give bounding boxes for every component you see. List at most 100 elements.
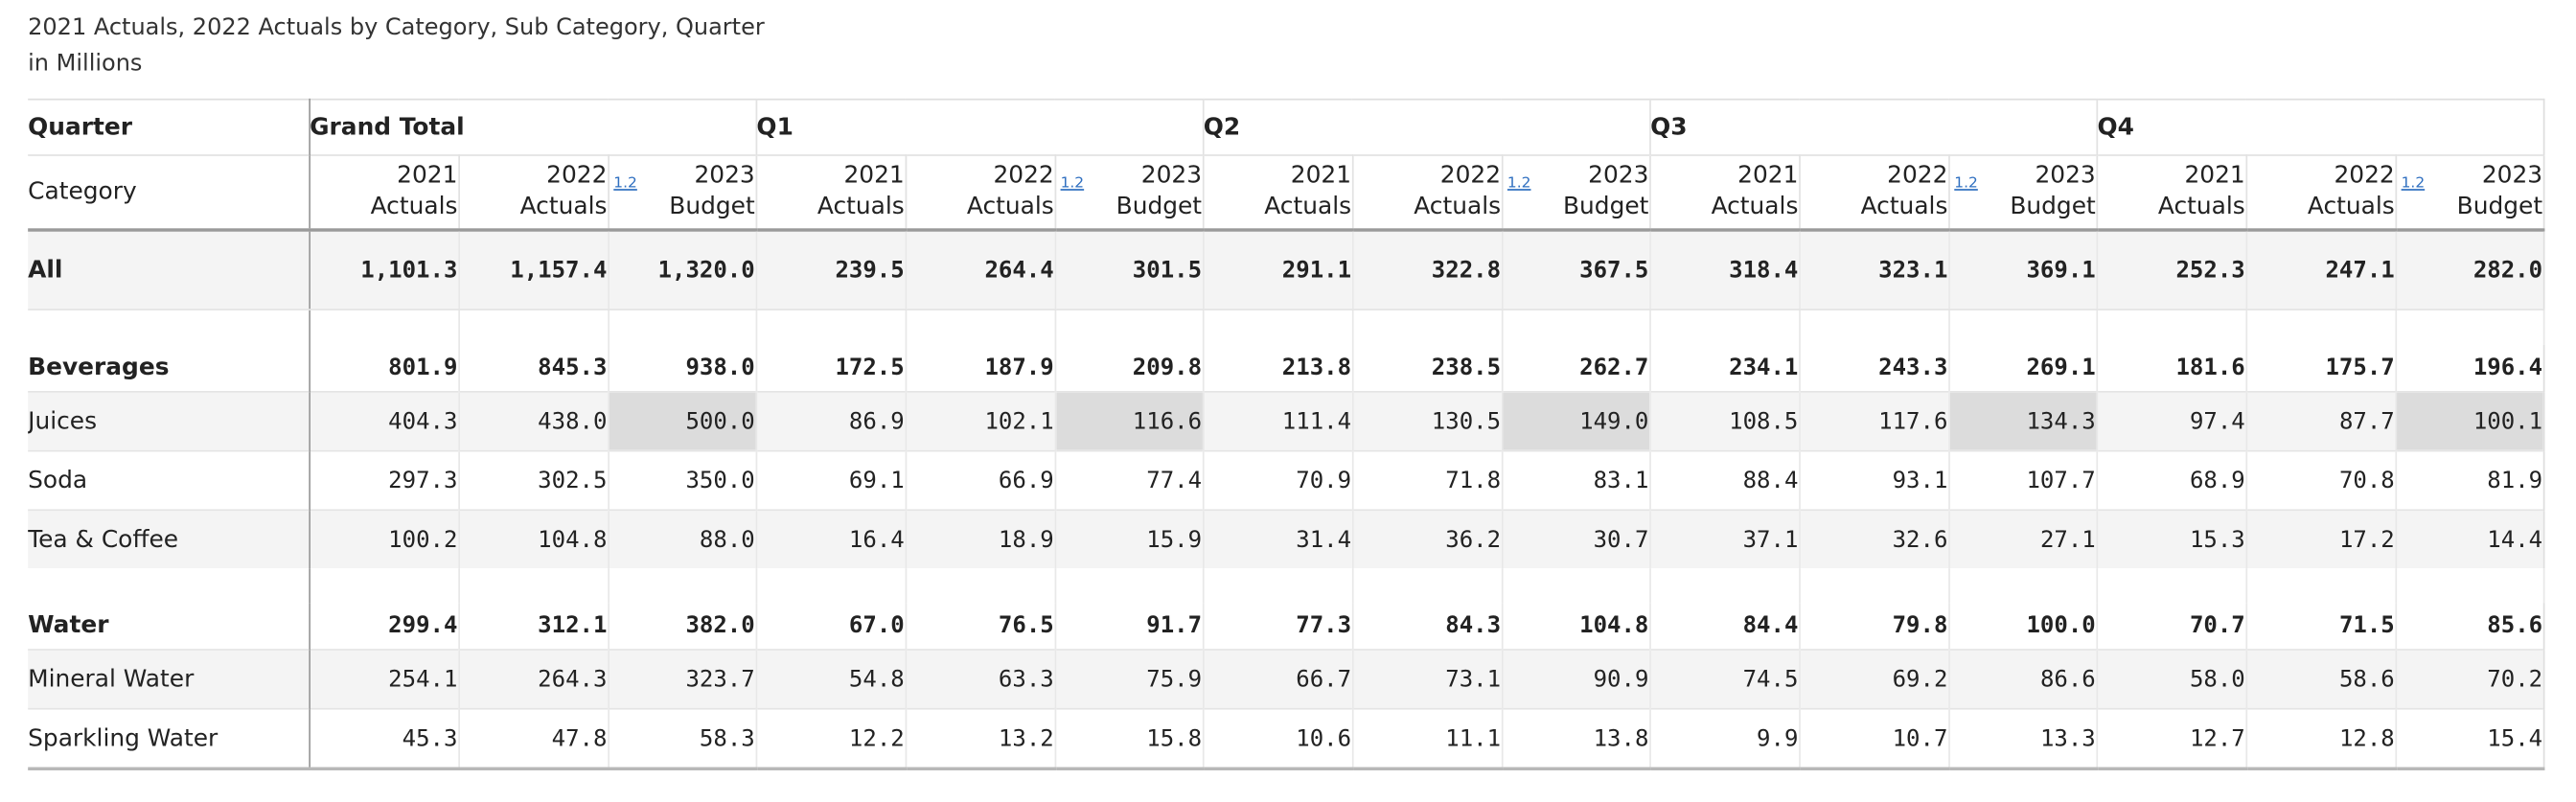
value-cell[interactable]: 66.7 bbox=[1202, 649, 1353, 709]
value-cell[interactable]: 301.5 bbox=[1054, 230, 1204, 310]
column-group-q4[interactable]: Q4 bbox=[2096, 98, 2544, 156]
value-cell[interactable]: 15.3 bbox=[2096, 509, 2247, 569]
value-cell[interactable]: 350.0 bbox=[608, 449, 757, 511]
value-cell[interactable]: 302.5 bbox=[458, 449, 610, 511]
value-cell[interactable]: 243.3 bbox=[1799, 345, 1950, 392]
value-cell[interactable]: 134.3 bbox=[1948, 391, 2098, 451]
row-label[interactable]: Soda bbox=[28, 449, 310, 511]
measure-header[interactable]: 2022 Actuals bbox=[2245, 154, 2397, 232]
version-link[interactable]: 1.2 bbox=[1060, 175, 1085, 193]
value-cell[interactable]: 299.4 bbox=[309, 603, 460, 651]
value-cell[interactable]: 181.6 bbox=[2096, 345, 2247, 392]
value-cell[interactable]: 323.7 bbox=[608, 649, 757, 709]
value-cell[interactable]: 70.2 bbox=[2395, 649, 2544, 709]
value-cell[interactable]: 367.5 bbox=[1501, 230, 1651, 310]
value-cell[interactable]: 54.8 bbox=[755, 649, 907, 709]
value-cell[interactable]: 16.4 bbox=[755, 509, 907, 569]
value-cell[interactable]: 845.3 bbox=[458, 345, 610, 392]
value-cell[interactable]: 79.8 bbox=[1799, 603, 1950, 651]
measure-header[interactable]: 2022 Actuals bbox=[905, 154, 1056, 232]
value-cell[interactable]: 66.9 bbox=[905, 449, 1056, 511]
value-cell[interactable]: 83.1 bbox=[1501, 449, 1651, 511]
version-link[interactable]: 1.2 bbox=[2401, 175, 2426, 193]
value-cell[interactable]: 12.7 bbox=[2096, 707, 2247, 770]
value-cell[interactable]: 438.0 bbox=[458, 391, 610, 451]
value-cell[interactable]: 27.1 bbox=[1948, 509, 2098, 569]
version-link[interactable]: 1.2 bbox=[1506, 175, 1531, 193]
value-cell[interactable]: 84.3 bbox=[1351, 603, 1503, 651]
value-cell[interactable]: 318.4 bbox=[1649, 230, 1801, 310]
value-cell[interactable]: 84.4 bbox=[1649, 603, 1801, 651]
value-cell[interactable]: 71.8 bbox=[1351, 449, 1503, 511]
column-group-q2[interactable]: Q2 bbox=[1202, 98, 1651, 156]
measure-header[interactable]: 2022 Actuals bbox=[1351, 154, 1503, 232]
value-cell[interactable]: 282.0 bbox=[2395, 230, 2544, 310]
value-cell[interactable]: 69.1 bbox=[755, 449, 907, 511]
row-dimension-label[interactable]: Category bbox=[28, 154, 310, 232]
value-cell[interactable]: 15.8 bbox=[1054, 707, 1204, 770]
value-cell[interactable]: 90.9 bbox=[1501, 649, 1651, 709]
value-cell[interactable]: 86.9 bbox=[755, 391, 907, 451]
value-cell[interactable]: 14.4 bbox=[2395, 509, 2544, 569]
value-cell[interactable]: 239.5 bbox=[755, 230, 907, 310]
value-cell[interactable]: 264.3 bbox=[458, 649, 610, 709]
value-cell[interactable]: 175.7 bbox=[2245, 345, 2397, 392]
value-cell[interactable]: 88.0 bbox=[608, 509, 757, 569]
value-cell[interactable]: 13.3 bbox=[1948, 707, 2098, 770]
value-cell[interactable]: 13.2 bbox=[905, 707, 1056, 770]
value-cell[interactable]: 116.6 bbox=[1054, 391, 1204, 451]
version-link[interactable]: 1.2 bbox=[1954, 175, 1978, 193]
row-label[interactable]: All bbox=[28, 230, 310, 310]
value-cell[interactable]: 12.8 bbox=[2245, 707, 2397, 770]
row-label[interactable]: Sparkling Water bbox=[28, 707, 310, 770]
value-cell[interactable]: 70.9 bbox=[1202, 449, 1353, 511]
value-cell[interactable]: 17.2 bbox=[2245, 509, 2397, 569]
value-cell[interactable]: 252.3 bbox=[2096, 230, 2247, 310]
value-cell[interactable]: 87.7 bbox=[2245, 391, 2397, 451]
value-cell[interactable]: 209.8 bbox=[1054, 345, 1204, 392]
value-cell[interactable]: 382.0 bbox=[608, 603, 757, 651]
value-cell[interactable]: 10.7 bbox=[1799, 707, 1950, 770]
value-cell[interactable]: 108.5 bbox=[1649, 391, 1801, 451]
value-cell[interactable]: 77.4 bbox=[1054, 449, 1204, 511]
value-cell[interactable]: 254.1 bbox=[309, 649, 460, 709]
row-label[interactable]: Beverages bbox=[28, 345, 310, 392]
value-cell[interactable]: 77.3 bbox=[1202, 603, 1353, 651]
value-cell[interactable]: 15.4 bbox=[2395, 707, 2544, 770]
value-cell[interactable]: 100.1 bbox=[2395, 391, 2544, 451]
value-cell[interactable]: 91.7 bbox=[1054, 603, 1204, 651]
measure-header[interactable]: 1.2 2023 Budget bbox=[1948, 154, 2098, 232]
value-cell[interactable]: 18.9 bbox=[905, 509, 1056, 569]
value-cell[interactable]: 1,101.3 bbox=[309, 230, 460, 310]
value-cell[interactable]: 269.1 bbox=[1948, 345, 2098, 392]
row-label[interactable]: Mineral Water bbox=[28, 649, 310, 709]
value-cell[interactable]: 196.4 bbox=[2395, 345, 2544, 392]
measure-header[interactable]: 1.2 2023 Budget bbox=[2395, 154, 2544, 232]
value-cell[interactable]: 938.0 bbox=[608, 345, 757, 392]
value-cell[interactable]: 71.5 bbox=[2245, 603, 2397, 651]
column-group-q1[interactable]: Q1 bbox=[755, 98, 1204, 156]
measure-header[interactable]: 2021 Actuals bbox=[1202, 154, 1353, 232]
value-cell[interactable]: 100.0 bbox=[1948, 603, 2098, 651]
value-cell[interactable]: 67.0 bbox=[755, 603, 907, 651]
value-cell[interactable]: 85.6 bbox=[2395, 603, 2544, 651]
measure-header[interactable]: 2021 Actuals bbox=[309, 154, 460, 232]
version-link[interactable]: 1.2 bbox=[613, 175, 637, 193]
measure-header[interactable]: 2021 Actuals bbox=[2096, 154, 2247, 232]
measure-header[interactable]: 2021 Actuals bbox=[755, 154, 907, 232]
value-cell[interactable]: 107.7 bbox=[1948, 449, 2098, 511]
value-cell[interactable]: 58.3 bbox=[608, 707, 757, 770]
value-cell[interactable]: 86.6 bbox=[1948, 649, 2098, 709]
value-cell[interactable]: 13.8 bbox=[1501, 707, 1651, 770]
value-cell[interactable]: 75.9 bbox=[1054, 649, 1204, 709]
value-cell[interactable]: 31.4 bbox=[1202, 509, 1353, 569]
value-cell[interactable]: 63.3 bbox=[905, 649, 1056, 709]
value-cell[interactable]: 37.1 bbox=[1649, 509, 1801, 569]
value-cell[interactable]: 32.6 bbox=[1799, 509, 1950, 569]
value-cell[interactable]: 100.2 bbox=[309, 509, 460, 569]
value-cell[interactable]: 238.5 bbox=[1351, 345, 1503, 392]
value-cell[interactable]: 70.7 bbox=[2096, 603, 2247, 651]
value-cell[interactable]: 500.0 bbox=[608, 391, 757, 451]
value-cell[interactable]: 312.1 bbox=[458, 603, 610, 651]
value-cell[interactable]: 12.2 bbox=[755, 707, 907, 770]
